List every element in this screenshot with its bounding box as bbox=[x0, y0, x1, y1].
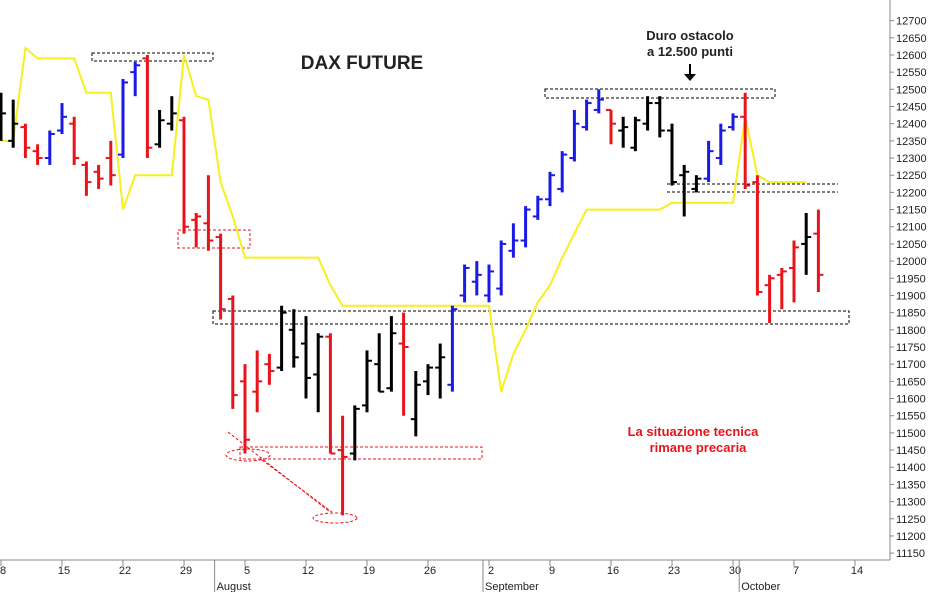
y-tick-label: 11600 bbox=[896, 394, 926, 406]
x-tick-label: 16 bbox=[607, 565, 619, 577]
x-tick-label: 23 bbox=[668, 565, 680, 577]
y-tick-label: 11750 bbox=[896, 342, 926, 354]
y-tick-label: 11350 bbox=[896, 479, 926, 491]
y-tick-label: 11300 bbox=[896, 497, 926, 509]
x-tick-label: 29 bbox=[180, 565, 192, 577]
y-tick-label: 12500 bbox=[896, 84, 927, 96]
y-tick-label: 12200 bbox=[896, 187, 927, 199]
resistance-box bbox=[91, 52, 214, 62]
x-tick-label: 19 bbox=[363, 565, 375, 577]
arrow-head bbox=[684, 74, 696, 81]
chart-title: DAX FUTURE bbox=[301, 53, 423, 74]
y-tick-label: 12300 bbox=[896, 153, 927, 165]
red-box bbox=[177, 229, 251, 249]
y-tick-label: 12700 bbox=[896, 16, 927, 28]
month-label: September bbox=[485, 581, 539, 592]
y-tick-label: 11250 bbox=[896, 514, 926, 526]
x-tick-label: 12 bbox=[302, 565, 314, 577]
y-tick-label: 11850 bbox=[896, 308, 926, 320]
y-tick-label: 11450 bbox=[896, 445, 926, 457]
annotation: a 12.500 punti bbox=[647, 44, 733, 59]
y-tick-label: 12150 bbox=[896, 205, 927, 217]
y-tick-label: 12650 bbox=[896, 33, 927, 45]
annotation-shapes bbox=[91, 52, 850, 524]
annotation: Duro ostacolo bbox=[646, 28, 733, 43]
support-box bbox=[212, 310, 850, 325]
resistance-box bbox=[544, 88, 776, 99]
y-tick-label: 11900 bbox=[896, 290, 926, 302]
red-dash-line bbox=[227, 431, 331, 513]
x-tick-label: 9 bbox=[549, 565, 555, 577]
x-tick-label: 15 bbox=[58, 565, 70, 577]
y-tick-label: 12100 bbox=[896, 222, 927, 234]
annotation: rimane precaria bbox=[650, 440, 748, 455]
y-tick-label: 12600 bbox=[896, 50, 927, 62]
y-tick-label: 11550 bbox=[896, 411, 926, 423]
y-tick-label: 12450 bbox=[896, 102, 927, 114]
indicator-line bbox=[1, 46, 807, 392]
month-label: August bbox=[217, 581, 251, 592]
annotation: La situazione tecnica bbox=[628, 424, 760, 439]
red-ellipse bbox=[225, 448, 271, 462]
y-tick-label: 12250 bbox=[896, 170, 927, 182]
y-tick-label: 11950 bbox=[896, 273, 926, 285]
y-tick-label: 11500 bbox=[896, 428, 926, 440]
red-ellipse bbox=[312, 512, 358, 524]
y-tick-label: 12050 bbox=[896, 239, 927, 251]
x-tick-label: 5 bbox=[244, 565, 250, 577]
y-tick-label: 11800 bbox=[896, 325, 926, 337]
y-tick-label: 11400 bbox=[896, 462, 926, 474]
x-tick-label: 7 bbox=[793, 565, 799, 577]
month-label: October bbox=[741, 581, 780, 592]
y-tick-label: 12000 bbox=[896, 256, 927, 268]
y-tick-label: 12400 bbox=[896, 119, 927, 131]
x-tick-label: 30 bbox=[729, 565, 741, 577]
y-tick-label: 11150 bbox=[896, 548, 925, 560]
red-box bbox=[239, 446, 483, 460]
y-tick-label: 11650 bbox=[896, 376, 926, 388]
x-tick-label: 8 bbox=[0, 565, 6, 577]
y-tick-label: 12350 bbox=[896, 136, 927, 148]
y-tick-label: 12550 bbox=[896, 67, 927, 79]
x-tick-label: 2 bbox=[488, 565, 494, 577]
y-tick-label: 11200 bbox=[896, 531, 926, 543]
x-tick-label: 22 bbox=[119, 565, 131, 577]
red-dash-line bbox=[261, 459, 333, 513]
x-tick-label: 26 bbox=[424, 565, 436, 577]
x-tick-label: 14 bbox=[851, 565, 863, 577]
y-tick-label: 11700 bbox=[896, 359, 926, 371]
